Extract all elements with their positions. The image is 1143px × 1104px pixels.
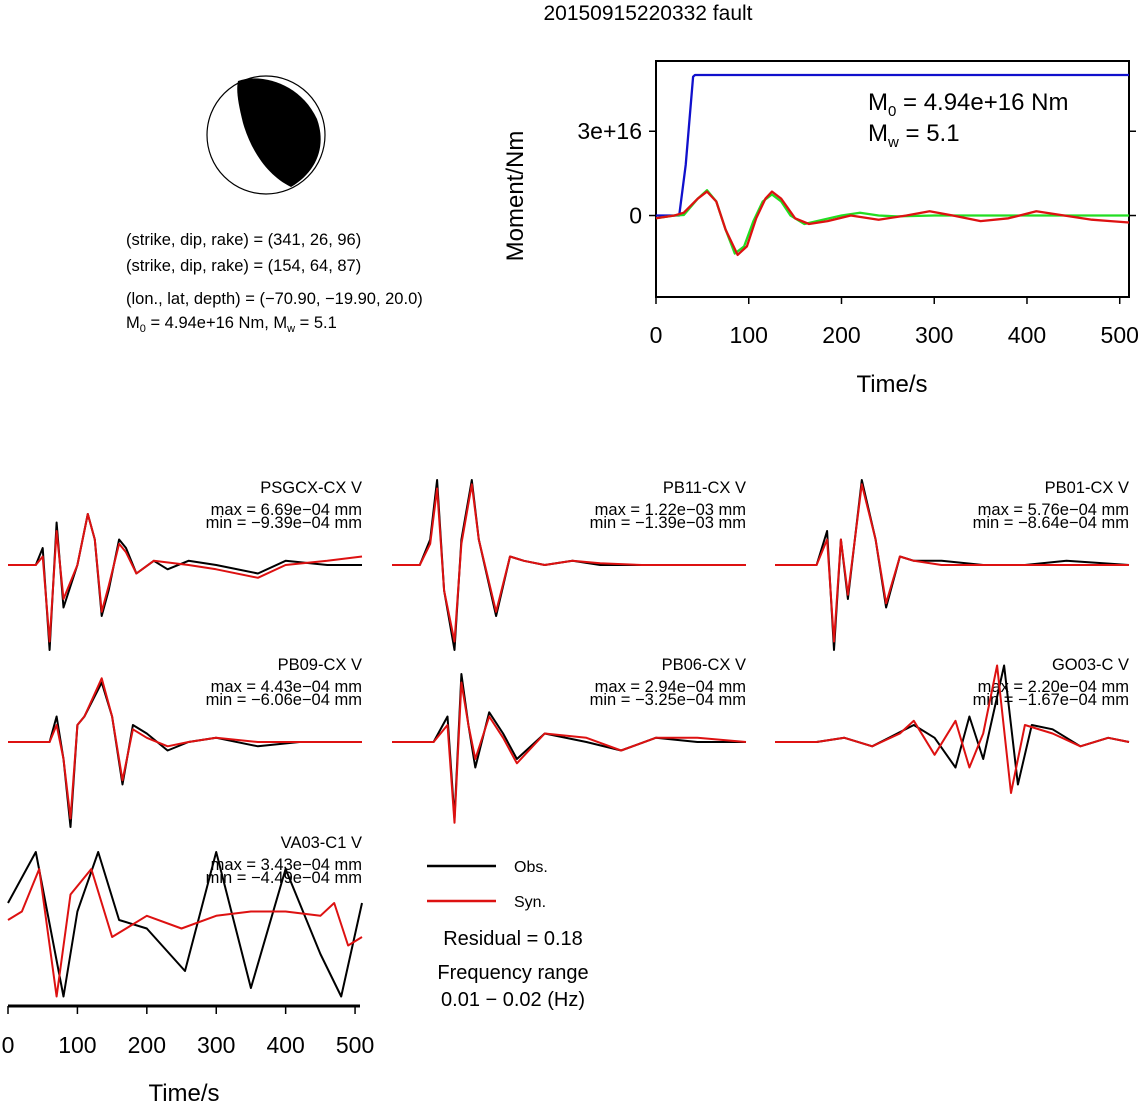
station-name: PB01-CX V: [1045, 479, 1129, 497]
moment-text: M0 = 4.94e+16 Nm, Mw = 5.1: [126, 314, 337, 335]
residual-text: Residual = 0.18: [443, 928, 583, 950]
moment-mw-annotation: Mw = 5.1: [868, 120, 960, 151]
moment-x-tick-label: 400: [1008, 322, 1046, 348]
moment-y-tick-label: 3e+16: [577, 118, 642, 144]
station-max: max = 4.43e−04 mm: [211, 678, 362, 696]
legend: Obs. Syn.: [427, 859, 548, 911]
moment-series-stf_green: [655, 189, 1129, 255]
waveform-syn: [392, 681, 747, 824]
moment-m0-annotation: M0 = 4.94e+16 Nm: [868, 89, 1068, 120]
station-max: max = 1.22e−03 mm: [595, 501, 746, 519]
station-name: PSGCX-CX V: [260, 479, 362, 497]
waveform-x-tick-label: 200: [128, 1032, 166, 1058]
station-max: max = 3.43e−04 mm: [211, 856, 362, 874]
station-max: max = 6.69e−04 mm: [211, 501, 362, 519]
figure-title: 20150915220332 fault: [543, 2, 752, 25]
station-min: min = −3.25e−04 mm: [590, 691, 746, 709]
location-text: (lon., lat, depth) = (−70.90, −19.90, 20…: [126, 290, 423, 308]
waveform-time-axis: 0 100 200 300 400 500 Time/s: [2, 1004, 374, 1104]
waveform-x-tick-label: 500: [336, 1032, 374, 1058]
moment-x-tick-label: 300: [915, 322, 953, 348]
station-name: PB09-CX V: [278, 656, 362, 674]
waveform-syn: [7, 868, 363, 998]
station-min: min = −6.06e−04 mm: [206, 691, 362, 709]
station-name: PB11-CX V: [663, 479, 746, 497]
legend-obs-label: Obs.: [514, 859, 548, 876]
moment-x-tick-label: 500: [1101, 322, 1139, 348]
waveform-syn: [8, 677, 362, 820]
station-max: max = 2.20e−04 mm: [978, 678, 1129, 696]
waveform-x-axis-label: Time/s: [148, 1080, 219, 1104]
moment-x-tick-label: 0: [650, 322, 663, 348]
waveform-syn: [775, 483, 1129, 643]
nodal-plane-2: (strike, dip, rake) = (154, 64, 87): [126, 257, 361, 275]
station-name: VA03-C1 V: [281, 834, 362, 852]
waveform-x-tick-label: 0: [2, 1032, 15, 1058]
station-name: GO03-C V: [1052, 656, 1129, 674]
frequency-range-value: 0.01 − 0.02 (Hz): [441, 989, 585, 1011]
waveform-x-tick-label: 400: [266, 1032, 304, 1058]
station-max: max = 2.94e−04 mm: [595, 678, 746, 696]
moment-chart-frame: [655, 60, 1130, 298]
station-name: PB06-CX V: [662, 656, 746, 674]
moment-series-stf_red: [655, 190, 1130, 257]
station-min: min = −1.39e−03 mm: [590, 514, 746, 532]
station-min: min = −9.39e−04 mm: [206, 514, 362, 532]
waveform-syn: [8, 513, 363, 643]
focal-mechanism-beachball: [206, 75, 326, 195]
station-min: min = −1.67e−04 mm: [973, 691, 1129, 709]
nodal-plane-1: (strike, dip, rake) = (341, 26, 96): [126, 231, 361, 249]
waveform-x-tick-label: 300: [197, 1032, 235, 1058]
legend-syn-label: Syn.: [514, 894, 546, 911]
moment-y-tick-label: 0: [629, 203, 642, 229]
station-min: min = −8.64e−04 mm: [973, 514, 1129, 532]
moment-x-tick-label: 100: [730, 322, 768, 348]
station-max: max = 5.76e−04 mm: [978, 501, 1129, 519]
moment-y-axis-label: Moment/Nm: [502, 131, 529, 262]
moment-x-axis-label: Time/s: [856, 371, 927, 398]
waveform-obs: [7, 851, 363, 998]
waveform-syn: [392, 483, 746, 643]
moment-x-tick-label: 200: [822, 322, 860, 348]
mechanism-parameters: (strike, dip, rake) = (341, 26, 96) (str…: [126, 231, 423, 335]
waveform-x-tick-label: 100: [58, 1032, 96, 1058]
frequency-range-title: Frequency range: [437, 962, 588, 984]
waveform-syn: [775, 664, 1130, 794]
